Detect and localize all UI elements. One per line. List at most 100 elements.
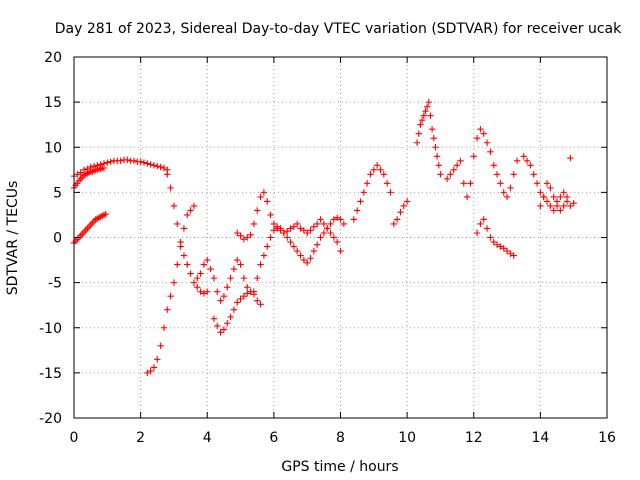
data-point	[327, 220, 334, 228]
data-point	[210, 315, 218, 322]
data-point	[274, 225, 281, 232]
data-point	[435, 162, 442, 169]
data-point	[323, 225, 331, 232]
data-point	[167, 292, 174, 300]
data-point	[197, 270, 204, 277]
data-point	[477, 126, 484, 133]
data-point	[290, 223, 298, 230]
data-point	[117, 157, 124, 164]
series-noon-cluster	[443, 126, 521, 201]
data-point	[307, 227, 314, 234]
data-point	[284, 234, 291, 241]
data-point	[370, 166, 378, 174]
y-tick-label: 15	[44, 95, 62, 111]
data-point	[190, 202, 198, 210]
data-point	[543, 180, 551, 187]
data-point	[418, 116, 426, 124]
data-point	[240, 274, 248, 282]
data-point	[254, 207, 261, 214]
data-point	[567, 154, 574, 162]
data-point	[287, 238, 294, 246]
series-upper-early-arc	[70, 156, 171, 180]
series-evening-arc	[520, 153, 577, 214]
data-point	[240, 236, 248, 243]
data-point	[320, 220, 328, 228]
series-trough-arc	[210, 288, 264, 336]
data-point	[470, 153, 477, 160]
data-point	[340, 220, 348, 228]
data-point	[147, 367, 154, 375]
data-point	[543, 198, 551, 205]
data-point	[530, 171, 537, 178]
data-point	[300, 256, 308, 264]
data-point	[164, 306, 171, 313]
y-axis-label: SDTVAR / TECUs	[5, 181, 21, 296]
data-point	[432, 144, 439, 151]
data-point	[217, 297, 224, 304]
data-point	[140, 159, 148, 166]
data-point	[330, 216, 338, 223]
data-point	[217, 329, 224, 336]
data-point	[157, 163, 164, 171]
data-point	[157, 342, 164, 349]
data-point	[247, 231, 254, 238]
data-point	[77, 169, 84, 176]
x-tick-label: 10	[398, 430, 416, 446]
data-point	[297, 225, 304, 232]
data-point	[327, 229, 334, 237]
data-point	[350, 216, 358, 223]
data-point	[537, 202, 544, 210]
data-point	[510, 252, 517, 259]
data-point	[427, 112, 434, 119]
data-point	[480, 130, 487, 137]
data-point	[293, 247, 301, 255]
series-descending-arc	[473, 216, 517, 259]
data-point	[363, 180, 371, 187]
series-near-zero-early-arc	[70, 210, 109, 247]
x-tick-label: 14	[531, 430, 549, 446]
data-point	[170, 202, 178, 210]
data-point	[287, 225, 294, 232]
data-point	[154, 356, 161, 363]
data-point	[533, 180, 541, 187]
data-point	[553, 202, 561, 210]
data-point	[303, 229, 311, 237]
data-point	[174, 261, 181, 268]
data-point	[450, 166, 457, 174]
data-point	[244, 290, 251, 297]
data-point	[244, 283, 251, 291]
data-point	[187, 270, 194, 277]
data-point	[147, 161, 154, 168]
data-point	[224, 320, 231, 327]
data-point	[234, 229, 241, 237]
data-point	[124, 156, 131, 164]
data-point	[417, 121, 424, 128]
data-point	[130, 157, 138, 164]
data-point	[237, 232, 244, 239]
data-point	[254, 297, 261, 304]
data-point	[373, 162, 381, 169]
data-point	[317, 234, 324, 241]
x-tick-label: 16	[598, 430, 616, 446]
data-point	[257, 261, 264, 268]
data-point	[313, 220, 321, 228]
data-point	[160, 324, 168, 331]
data-point	[353, 207, 361, 214]
data-point	[437, 171, 444, 178]
data-point	[423, 103, 431, 110]
data-point	[480, 216, 487, 223]
data-point	[250, 220, 258, 228]
data-point	[390, 220, 397, 228]
data-point	[560, 189, 567, 196]
data-point	[234, 256, 241, 264]
data-point	[313, 241, 321, 248]
data-point	[150, 364, 158, 371]
data-point	[507, 184, 514, 192]
data-point	[433, 153, 441, 160]
data-point	[550, 193, 557, 201]
data-point	[447, 171, 454, 178]
data-point	[160, 164, 168, 172]
data-point	[487, 148, 494, 155]
x-tick-label: 2	[136, 430, 145, 446]
